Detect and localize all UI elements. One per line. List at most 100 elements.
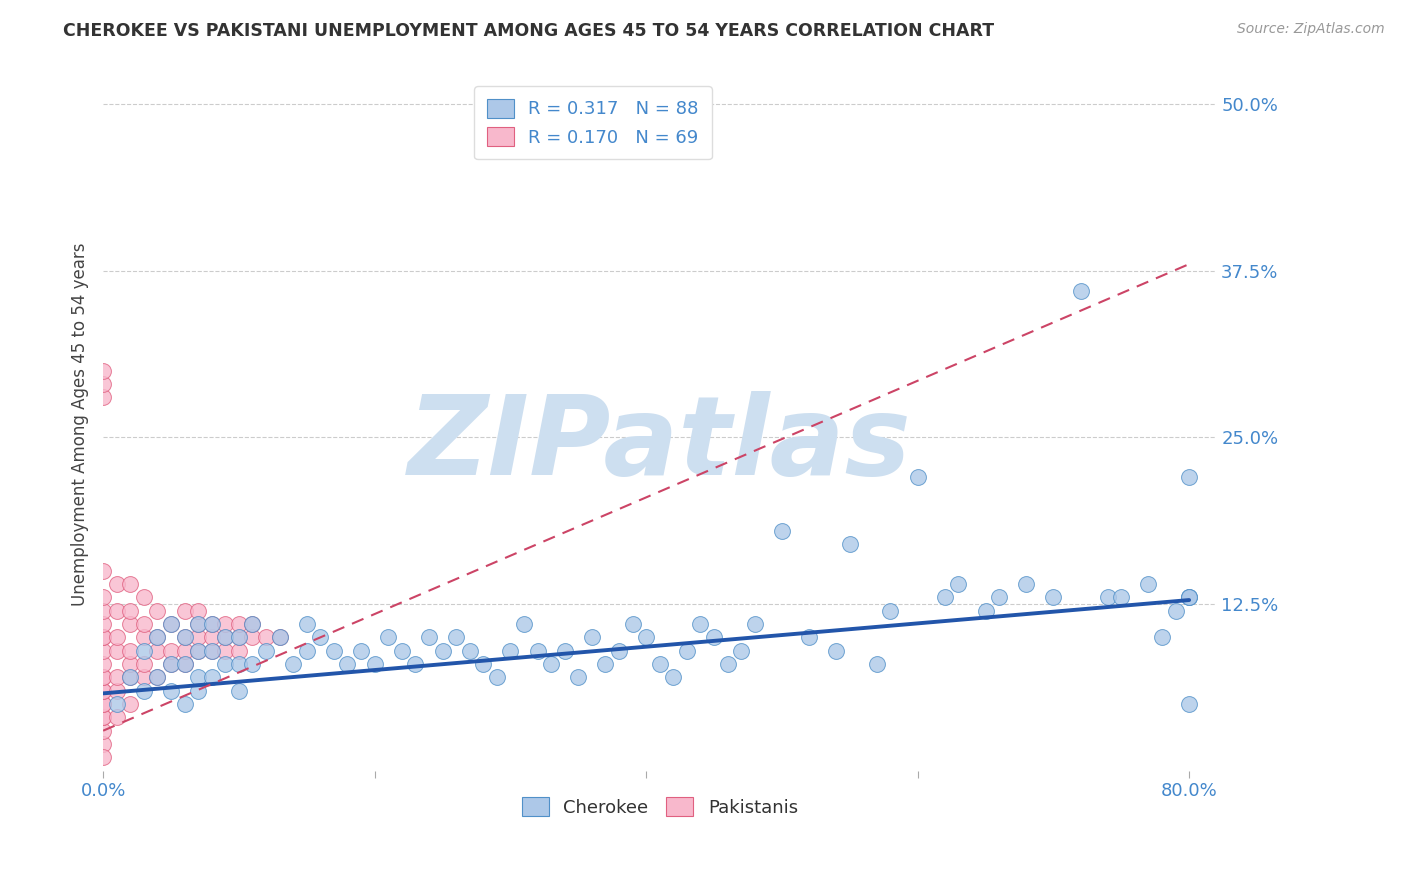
Point — [91, 377, 114, 392]
Point — [432, 643, 454, 657]
Point — [295, 643, 318, 657]
Point — [120, 670, 142, 684]
Point — [146, 631, 169, 645]
Point — [838, 537, 860, 551]
Point — [554, 643, 576, 657]
Point — [91, 591, 114, 605]
Point — [242, 631, 264, 645]
Point — [269, 631, 291, 645]
Point — [567, 670, 589, 684]
Point — [228, 631, 250, 645]
Point — [485, 670, 508, 684]
Point — [1164, 604, 1187, 618]
Point — [91, 670, 114, 684]
Point — [105, 697, 128, 711]
Point — [105, 631, 128, 645]
Point — [1137, 577, 1160, 591]
Point — [160, 617, 183, 632]
Point — [526, 643, 548, 657]
Y-axis label: Unemployment Among Ages 45 to 54 years: Unemployment Among Ages 45 to 54 years — [72, 243, 89, 606]
Point — [907, 470, 929, 484]
Point — [187, 670, 209, 684]
Point — [120, 670, 142, 684]
Point — [1178, 591, 1201, 605]
Point — [458, 643, 481, 657]
Point — [228, 643, 250, 657]
Point — [228, 631, 250, 645]
Point — [132, 617, 155, 632]
Text: Source: ZipAtlas.com: Source: ZipAtlas.com — [1237, 22, 1385, 37]
Point — [825, 643, 848, 657]
Point — [404, 657, 426, 671]
Point — [676, 643, 699, 657]
Point — [214, 631, 236, 645]
Point — [1097, 591, 1119, 605]
Point — [242, 657, 264, 671]
Point — [146, 631, 169, 645]
Point — [269, 631, 291, 645]
Point — [214, 631, 236, 645]
Point — [132, 631, 155, 645]
Point — [1178, 591, 1201, 605]
Point — [201, 617, 224, 632]
Point — [1178, 697, 1201, 711]
Point — [988, 591, 1011, 605]
Point — [91, 710, 114, 724]
Point — [91, 683, 114, 698]
Point — [797, 631, 820, 645]
Point — [201, 643, 224, 657]
Point — [91, 657, 114, 671]
Point — [91, 364, 114, 378]
Point — [228, 617, 250, 632]
Point — [105, 604, 128, 618]
Point — [146, 670, 169, 684]
Point — [295, 617, 318, 632]
Point — [160, 657, 183, 671]
Point — [499, 643, 522, 657]
Point — [228, 683, 250, 698]
Point — [132, 657, 155, 671]
Point — [132, 591, 155, 605]
Point — [336, 657, 359, 671]
Point — [581, 631, 603, 645]
Point — [187, 643, 209, 657]
Point — [350, 643, 373, 657]
Point — [648, 657, 671, 671]
Legend: Cherokee, Pakistanis: Cherokee, Pakistanis — [515, 790, 806, 824]
Point — [1178, 591, 1201, 605]
Point — [513, 617, 536, 632]
Point — [146, 604, 169, 618]
Point — [91, 697, 114, 711]
Point — [540, 657, 562, 671]
Point — [160, 617, 183, 632]
Point — [105, 683, 128, 698]
Point — [214, 657, 236, 671]
Point — [377, 631, 399, 645]
Point — [120, 577, 142, 591]
Text: ZIPatlas: ZIPatlas — [408, 392, 911, 499]
Point — [607, 643, 630, 657]
Text: CHEROKEE VS PAKISTANI UNEMPLOYMENT AMONG AGES 45 TO 54 YEARS CORRELATION CHART: CHEROKEE VS PAKISTANI UNEMPLOYMENT AMONG… — [63, 22, 994, 40]
Point — [309, 631, 332, 645]
Point — [621, 617, 644, 632]
Point — [689, 617, 711, 632]
Point — [120, 643, 142, 657]
Point — [866, 657, 889, 671]
Point — [173, 657, 195, 671]
Point — [472, 657, 495, 671]
Point — [173, 604, 195, 618]
Point — [160, 683, 183, 698]
Point — [1178, 470, 1201, 484]
Point — [91, 631, 114, 645]
Point — [146, 643, 169, 657]
Point — [132, 670, 155, 684]
Point — [418, 631, 440, 645]
Point — [91, 617, 114, 632]
Point — [1150, 631, 1173, 645]
Point — [228, 657, 250, 671]
Point — [173, 643, 195, 657]
Point — [322, 643, 344, 657]
Point — [730, 643, 752, 657]
Point — [132, 643, 155, 657]
Point — [132, 683, 155, 698]
